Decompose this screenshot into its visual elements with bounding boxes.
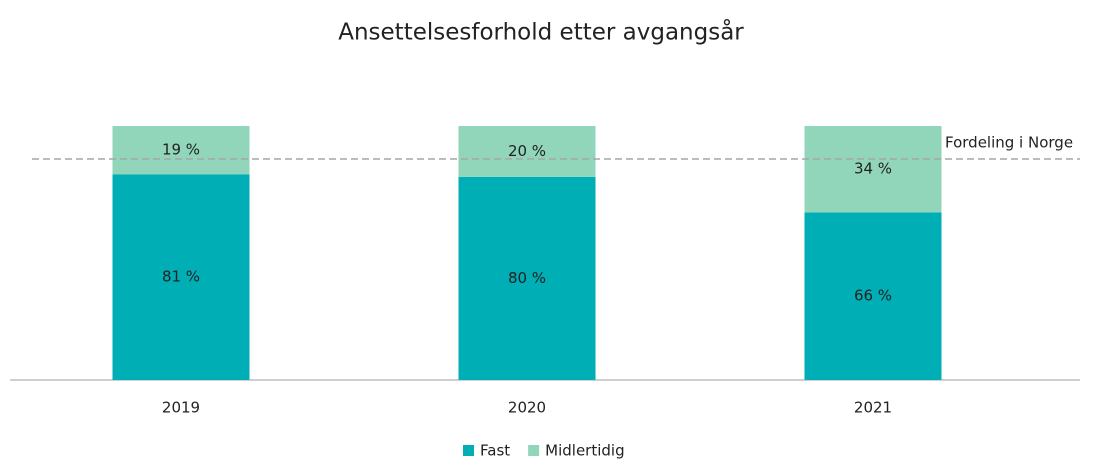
x-tick-label: 2019	[162, 399, 200, 417]
data-label: 19 %	[162, 141, 200, 159]
data-label: 80 %	[508, 269, 546, 287]
data-label: 34 %	[854, 160, 892, 178]
x-tick-label: 2021	[854, 399, 892, 417]
reference-label: Fordeling i Norge	[945, 134, 1073, 152]
bar-segment	[804, 126, 942, 213]
bar-segment	[112, 174, 250, 380]
legend-label: Midlertidig	[545, 442, 624, 460]
data-label: 20 %	[508, 142, 546, 160]
bar-segment	[112, 126, 250, 175]
legend-swatch	[528, 445, 540, 456]
legend-label: Fast	[480, 442, 510, 460]
bar-segment	[804, 212, 942, 380]
data-label: 66 %	[854, 287, 892, 305]
legend-swatch	[463, 445, 474, 456]
bar-segment	[458, 126, 596, 177]
chart-title: Ansettelsesforhold etter avgangsår	[338, 18, 744, 46]
x-tick-label: 2020	[508, 399, 546, 417]
bar-segment	[458, 176, 596, 380]
data-label: 81 %	[162, 268, 200, 286]
